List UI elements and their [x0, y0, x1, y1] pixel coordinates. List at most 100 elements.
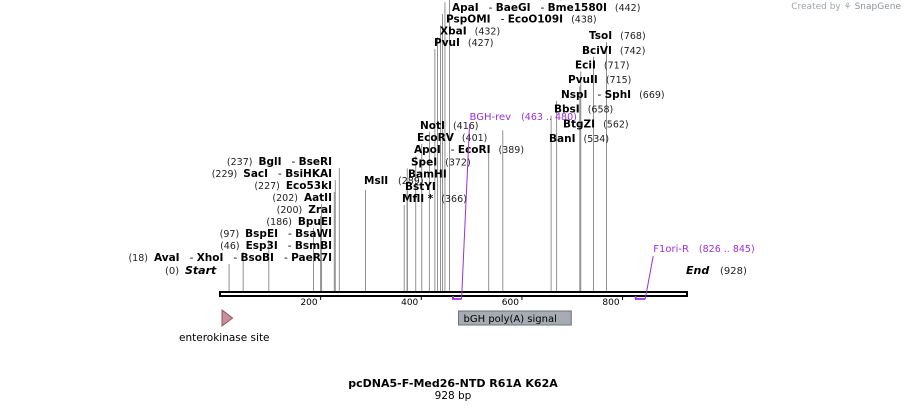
enzyme-position: (669): [639, 90, 665, 101]
end-label: End: [686, 264, 709, 277]
enzyme-name-apoi: ApoI: [414, 144, 441, 156]
credit-brand: SnapGene: [854, 2, 901, 12]
enzyme-label-bamhi: BamHI: [408, 169, 447, 181]
ruler-tick-label: 200: [300, 298, 317, 308]
enzyme-label-avai: AvaI - XhoI - BsoBI - PaeR7I: [154, 252, 332, 264]
enzyme-position: (289): [398, 176, 424, 187]
enzyme-name-separator: -: [531, 2, 548, 14]
enzyme-position: (200): [277, 205, 303, 216]
enzyme-position: (447): [538, 0, 564, 2]
enzyme-name-ecori: EcoRI: [458, 144, 491, 156]
enzyme-name-separator: -: [274, 252, 291, 264]
enzyme-name-esp3i: Esp3I: [246, 240, 278, 252]
enzyme-name-drai: DraI: [458, 0, 483, 2]
start-position: (0): [165, 266, 179, 277]
enzyme-position: (768): [620, 31, 646, 42]
enzyme-label-saci: SacI - BsiHKAI: [243, 168, 332, 180]
enzyme-name-nspi: NspI: [561, 89, 587, 101]
enzyme-name-pvuii: PvuII: [568, 74, 598, 86]
enzyme-name-eco53ki: Eco53kI: [286, 180, 332, 192]
enzyme-name-bcivi: BciVI: [582, 45, 612, 57]
enzyme-name-separator: -: [441, 144, 458, 156]
enzyme-name-bamhi: BamHI: [408, 169, 447, 181]
enzyme-name-pvui: PvuI: [434, 37, 460, 49]
sequence-length: 928 bp: [435, 390, 472, 402]
enzyme-label-esp3i: Esp3I - BsmBI: [246, 240, 332, 252]
enzyme-position: (366): [441, 194, 467, 205]
ruler-tick-label: 600: [502, 298, 519, 308]
snapgene-credit: Created by ⚘ SnapGene: [791, 2, 901, 12]
start-label: Start: [185, 264, 217, 277]
primer-range-f1ori-r: (826 .. 845): [699, 244, 755, 255]
enzyme-label-tsoi: TsoI: [589, 30, 612, 42]
enzyme-name-separator: -: [278, 228, 295, 240]
enzyme-name-bsawi: BsaWI: [295, 228, 332, 240]
enzyme-position: (372): [445, 157, 471, 168]
enzyme-label-drai: DraI - PmeI: [458, 0, 530, 2]
enzyme-label-pvuii: PvuII: [568, 74, 598, 86]
enzyme-name-mfli: MflI *: [402, 193, 434, 205]
enzyme-name-bsobi: BsoBI: [241, 252, 274, 264]
snapgene-logo-icon: ⚘: [843, 2, 852, 12]
ruler-tick-label: 400: [401, 298, 418, 308]
enzyme-label-bani: BanI: [549, 133, 575, 145]
enzyme-label-apai: ApaI - BaeGI - Bme1580I: [452, 2, 607, 14]
ruler-tick-label: 800: [602, 298, 619, 308]
enzyme-name-saci: SacI: [243, 168, 268, 180]
primer-arrow-bgh-rev: [452, 296, 462, 300]
enzyme-position: (186): [266, 217, 292, 228]
enzyme-label-ecorv: EcoRV: [417, 132, 455, 144]
cut-site-lines: [228, 0, 607, 291]
enzyme-label-bbsi: BbsI: [554, 104, 580, 116]
enzyme-name-bseri: BseRI: [299, 156, 332, 168]
enzyme-label-bstyi: BstYI: [405, 181, 436, 193]
enzyme-name-separator: -: [278, 240, 295, 252]
primer-leader-bgh-rev: [461, 123, 471, 300]
enzyme-position: (742): [620, 46, 646, 57]
enzyme-name-separator: -: [479, 2, 496, 14]
enzyme-position: (432): [475, 26, 501, 37]
feature-box-bgh-polya-signal: [458, 310, 572, 326]
enzyme-name-bstyi: BstYI: [405, 181, 436, 193]
enzyme-name-bme1580i: Bme1580I: [548, 2, 607, 14]
enzyme-position: (237): [227, 157, 253, 168]
enzyme-position: (97): [220, 229, 240, 240]
enzyme-labels: AvaI - XhoI - BsoBI - PaeR7I (18) Esp3I - …: [128, 0, 664, 264]
enzyme-label-apoi: ApoI - EcoRI: [414, 144, 491, 156]
enzyme-name-separator: -: [180, 252, 197, 264]
enzyme-position: (202): [272, 193, 298, 204]
enzyme-name-apai: ApaI: [452, 2, 479, 14]
enzyme-name-bbsi: BbsI: [554, 104, 580, 116]
enzyme-position: (534): [583, 134, 609, 145]
enzyme-name-baegi: BaeGI: [496, 2, 531, 14]
enzyme-name-spei: SpeI: [411, 156, 437, 168]
enzyme-name-bsihkai: BsiHKAI: [285, 168, 332, 180]
enzyme-name-bgli: BglI: [258, 156, 281, 168]
enzyme-name-bpuei: BpuEI: [298, 216, 332, 228]
enzyme-name-ecorv: EcoRV: [417, 132, 455, 144]
enzyme-position: (562): [603, 119, 629, 130]
enzyme-position: (401): [462, 133, 488, 144]
enzyme-name-separator: -: [587, 89, 604, 101]
primer-layer: BGH-rev (463 .. 480) F1ori-R (826 .. 845): [452, 112, 755, 300]
enzyme-label-xbai: XbaI: [440, 25, 467, 37]
enzyme-name-separator: -: [223, 252, 240, 264]
enzyme-name-msli: MslI: [364, 175, 388, 187]
enzyme-name-pmei: PmeI: [500, 0, 530, 2]
enzyme-label-pvui: PvuI: [434, 37, 460, 49]
feature-layer: bGH poly(A) signal enterokinase site: [179, 308, 572, 344]
enzyme-name-separator: -: [268, 168, 285, 180]
enzyme-name-bani: BanI: [549, 133, 575, 145]
enzyme-label-aatii: AatII: [304, 192, 332, 204]
enzyme-label-eco53ki: Eco53kI: [286, 180, 332, 192]
enzyme-name-paer7i: PaeR7I: [291, 252, 332, 264]
enzyme-position: (46): [220, 241, 240, 252]
enzyme-position: (427): [468, 38, 494, 49]
enzyme-name-ecoo109i: EcoO109I: [508, 14, 563, 26]
enzyme-position: (229): [212, 169, 238, 180]
enzyme-label-mfli: MflI *: [402, 193, 434, 205]
enzyme-label-nspi: NspI - SphI: [561, 89, 631, 101]
sequence-title: pcDNA5-F-Med26-NTD R61A K62A: [348, 377, 558, 390]
enzyme-position: (715): [606, 75, 632, 86]
